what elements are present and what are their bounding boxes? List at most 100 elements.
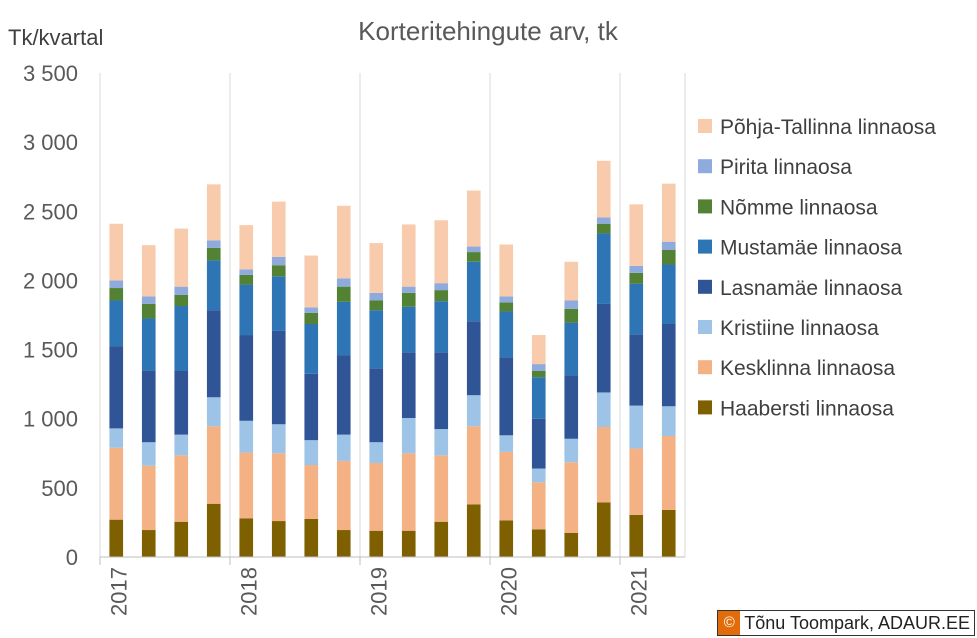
bar-segment	[531, 529, 546, 557]
bar-segment	[531, 371, 546, 378]
bar-segment	[109, 223, 124, 281]
bar-segment	[499, 435, 514, 452]
grid-layer	[99, 73, 686, 557]
bar-segment	[239, 452, 254, 519]
bar-segment	[336, 530, 351, 557]
y-tick-label: 3 500	[23, 61, 78, 86]
bar-segment	[401, 286, 416, 293]
bar-segment	[661, 406, 676, 436]
axis-layer: 0 500 1 000 1 500 2 000 2 500 3 000 3 500 2017 20…	[23, 61, 685, 616]
bar-segment	[499, 296, 514, 303]
bar-segment	[499, 520, 514, 557]
x-year-label: 2019	[366, 567, 391, 616]
bar-segment	[369, 243, 384, 293]
bar-segment	[271, 265, 286, 277]
bar-segment	[304, 323, 319, 374]
bar-segment	[466, 190, 481, 247]
bar-segment	[564, 300, 579, 309]
bar-segment	[564, 375, 579, 439]
bar-segment	[564, 438, 579, 463]
bar-segment	[304, 518, 319, 557]
bar-segment	[434, 301, 449, 353]
bar-segment	[109, 280, 124, 289]
legend-swatch	[698, 279, 712, 294]
credit-badge: © Tõnu Toompark, ADAUR.EE	[717, 610, 975, 636]
y-tick-label: 2 500	[23, 199, 78, 224]
bar-segment	[174, 455, 189, 522]
legend-swatch	[698, 199, 712, 214]
bar-segment	[434, 220, 449, 284]
bar-segment	[401, 453, 416, 531]
bar-segment	[531, 468, 546, 483]
bar-segment	[466, 321, 481, 396]
bar-segment	[304, 255, 319, 308]
bar-segment	[304, 307, 319, 313]
bar-segment	[434, 429, 449, 456]
legend-swatch	[698, 159, 712, 174]
legend-label: Haabersti linnaosa	[720, 397, 894, 420]
bar-segment	[304, 373, 319, 441]
bar-segment	[661, 250, 676, 265]
bar-segment	[531, 482, 546, 530]
bar-segment	[239, 269, 254, 275]
bar-segment	[271, 453, 286, 522]
bar-segment	[401, 352, 416, 419]
bar-segment	[661, 264, 676, 324]
legend-swatch	[698, 320, 712, 334]
bar-segment	[336, 286, 351, 302]
x-year-label: 2017	[106, 567, 131, 616]
bar-segment	[466, 261, 481, 322]
bar-segment	[499, 357, 514, 436]
bar-segment	[174, 371, 189, 435]
bar-segment	[336, 434, 351, 461]
legend-layer: Põhja-Tallinna linnaosa Pirita linnaosa Nõ…	[698, 116, 936, 420]
bar-segment	[141, 303, 156, 319]
bar-segment	[109, 519, 124, 557]
bar-segment	[174, 286, 189, 295]
bar-segment	[661, 323, 676, 407]
bar-segment	[531, 335, 546, 365]
y-tick-label: 2 000	[23, 268, 78, 293]
bar-segment	[109, 447, 124, 520]
x-year-label: 2020	[496, 567, 521, 616]
x-year-label: 2021	[626, 567, 651, 616]
bar-segment	[629, 283, 644, 335]
x-year-label: 2018	[236, 567, 261, 616]
bar-segment	[629, 334, 644, 406]
bar-segment	[564, 532, 579, 557]
legend-swatch	[698, 360, 712, 375]
bar-segment	[239, 225, 254, 270]
bar-segment	[141, 370, 156, 443]
bar-segment	[141, 318, 156, 371]
bar-segment	[629, 448, 644, 515]
bar-segment	[369, 462, 384, 531]
bar-segment	[206, 260, 221, 311]
bar-segment	[271, 276, 286, 331]
bar-segment	[531, 418, 546, 469]
bar-segment	[661, 436, 676, 510]
bar-segment	[239, 335, 254, 421]
bar-segment	[174, 521, 189, 557]
legend-label: Pirita linnaosa	[720, 156, 852, 179]
bar-segment	[141, 530, 156, 557]
bar-segment	[401, 418, 416, 454]
bar-segment	[336, 355, 351, 435]
y-tick-label: 3 000	[23, 130, 78, 155]
bar-segment	[596, 160, 611, 218]
bar-segment	[596, 392, 611, 428]
bar-segment	[401, 224, 416, 287]
chart-title: Korteritehingute arv, tk	[358, 16, 619, 46]
bar-segment	[109, 346, 124, 429]
legend-label: Nõmme linnaosa	[720, 196, 878, 219]
bar-segment	[434, 521, 449, 557]
bar-segment	[206, 184, 221, 241]
bar-segment	[336, 301, 351, 356]
y-tick-label: 1 500	[23, 338, 78, 363]
bar-segment	[434, 283, 449, 291]
bar-segment	[629, 272, 644, 284]
bar-segment	[271, 201, 286, 257]
bar-segment	[239, 284, 254, 336]
bar-segment	[466, 504, 481, 557]
